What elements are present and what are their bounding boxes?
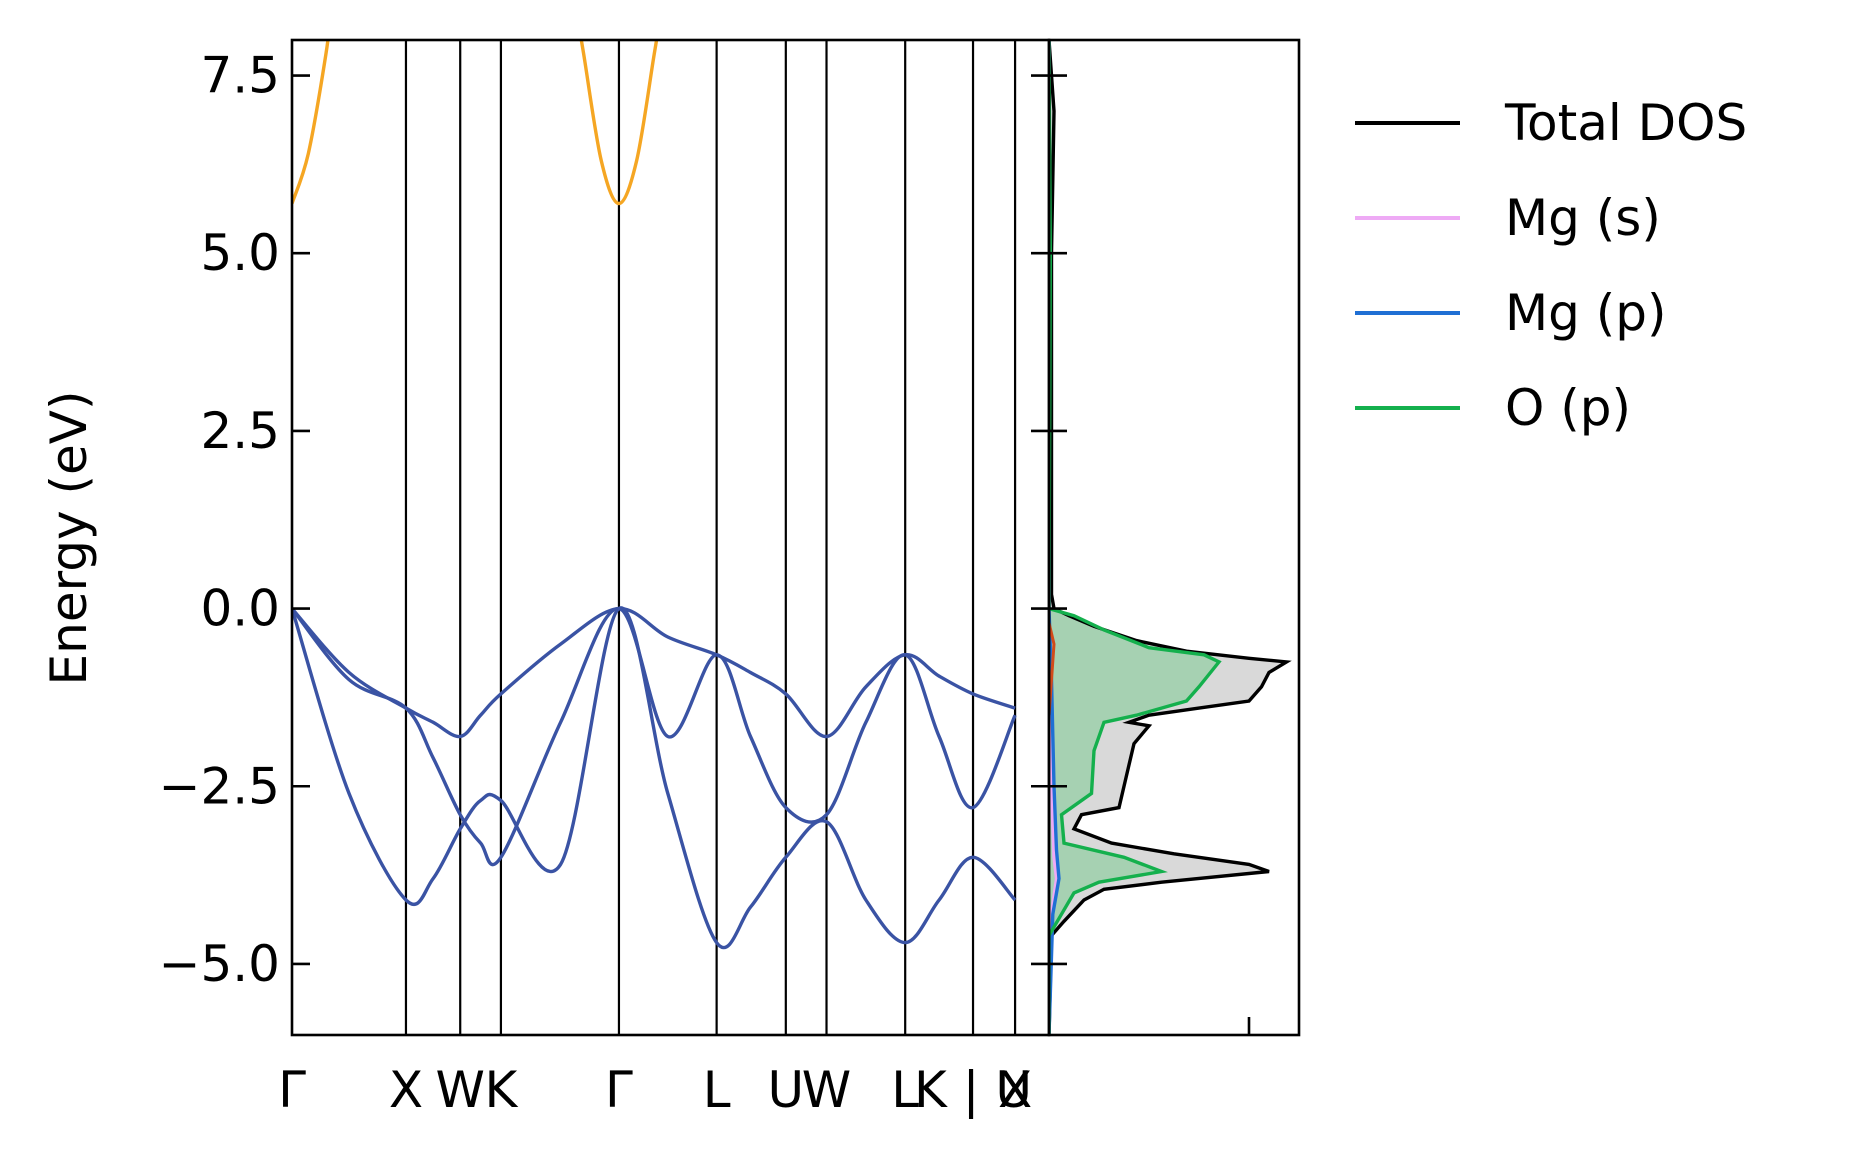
ytick-label-0: −5.0: [159, 935, 280, 993]
kpoint-label-9: K | U: [914, 1061, 1032, 1119]
ytick-label-4: 5.0: [200, 224, 280, 282]
legend-label-o-p: O (p): [1505, 379, 1631, 437]
kpoint-label-1: X: [389, 1061, 423, 1119]
legend-entry-o-p: O (p): [1355, 379, 1631, 437]
kpoint-label-8: L: [891, 1061, 919, 1119]
legend: Total DOS Mg (s) Mg (p) O (p): [1355, 94, 1747, 437]
kpoint-label-10: X: [998, 1061, 1032, 1119]
kpoint-label-5: L: [703, 1061, 731, 1119]
legend-entry-mg-s: Mg (s): [1355, 189, 1661, 247]
kpoint-label-4: Γ: [605, 1061, 633, 1119]
y-ticks: −5.0 −2.5 0.0 2.5 5.0 7.5: [159, 47, 1251, 1035]
kpoint-label-7: W: [802, 1061, 851, 1119]
ytick-label-5: 7.5: [200, 47, 280, 105]
o-p-dos-line: [1049, 40, 1222, 1035]
valence-band-1: [292, 606, 1016, 739]
total-dos-fill: [1049, 40, 1287, 1035]
valence-band-3: [292, 606, 1017, 950]
kpoint-label-6: U: [768, 1061, 805, 1119]
kpoint-label-3: K: [485, 1061, 519, 1119]
k-point-labels: Γ X W K Γ L UW LK | UX: [278, 1061, 1032, 1119]
kpoint-label-2: W: [435, 1061, 484, 1119]
conduction-band-left: [292, 40, 330, 205]
legend-label-total-dos: Total DOS: [1504, 94, 1747, 152]
valence-band-2: [292, 606, 1017, 867]
legend-entry-mg-p: Mg (p): [1355, 284, 1667, 342]
legend-entry-total-dos: Total DOS: [1355, 94, 1747, 152]
dos-plot-area: [1049, 40, 1292, 1035]
ytick-label-2: 0.0: [200, 580, 280, 638]
axes-frames: [290, 38, 1301, 1037]
conduction-band-gamma: [579, 40, 659, 206]
legend-label-mg-p: Mg (p): [1505, 284, 1667, 342]
y-axis-label: Energy (eV): [40, 391, 98, 686]
ytick-label-3: 2.5: [200, 402, 280, 460]
legend-label-mg-s: Mg (s): [1505, 189, 1661, 247]
ytick-label-1: −2.5: [159, 757, 280, 815]
kpoint-label-0: Γ: [278, 1061, 306, 1119]
dos-axes-frame: [1047, 38, 1301, 1037]
band-plot-area: [292, 40, 1017, 1035]
